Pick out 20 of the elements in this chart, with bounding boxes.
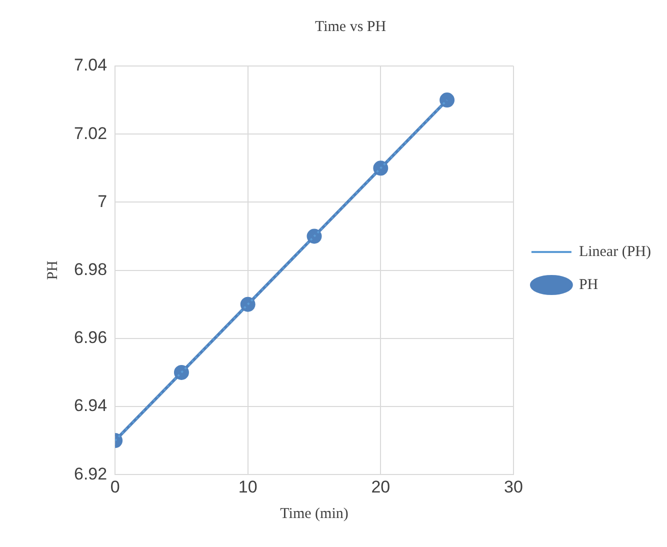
x-tick-label: 20 xyxy=(371,477,390,496)
point xyxy=(440,92,455,108)
y-tick-label: 7.04 xyxy=(74,56,108,75)
y-axis-title: PH xyxy=(44,260,61,280)
legend-label: Linear (PH) xyxy=(578,244,652,260)
y-tick-label: 7.02 xyxy=(74,124,108,143)
chart-title: Time vs PH xyxy=(314,18,386,35)
x-tick-label: 0 xyxy=(110,477,120,496)
legend-label: PH xyxy=(578,276,598,293)
x-tick-label: 30 xyxy=(504,477,523,496)
y-tick-label: 7 xyxy=(98,192,108,211)
point xyxy=(240,296,256,312)
y-tick-label: 6.96 xyxy=(74,328,108,348)
point xyxy=(306,228,322,244)
point xyxy=(174,364,189,380)
x-tick-label: 10 xyxy=(238,477,258,496)
y-tick-label: 6.94 xyxy=(74,396,108,416)
x-axis-title: Time (min) xyxy=(280,506,348,522)
y-tick-label: 6.92 xyxy=(74,464,108,484)
y-tick-label: 6.98 xyxy=(74,260,108,279)
